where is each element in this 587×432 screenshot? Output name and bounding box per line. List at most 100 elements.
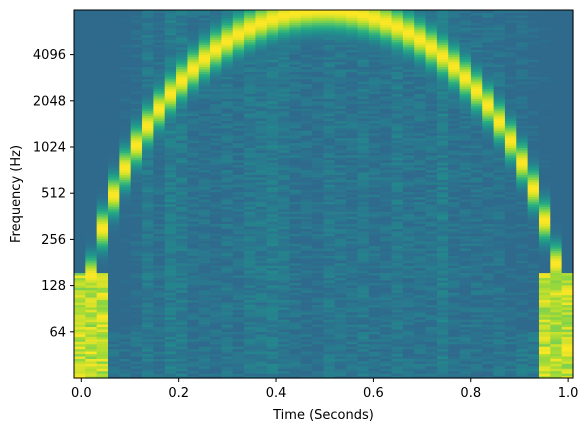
spectrogram-cell (323, 71, 336, 75)
spectrogram-cell (164, 49, 177, 53)
spectrogram-cell (368, 255, 381, 259)
spectrogram-cell (198, 140, 211, 144)
spectrogram-cell (391, 95, 404, 99)
spectrogram-cell (96, 243, 109, 247)
spectrogram-cell (346, 130, 359, 134)
spectrogram-cell (108, 44, 120, 48)
spectrogram-cell (368, 301, 381, 305)
spectrogram-cell (402, 171, 415, 175)
spectrogram-cell (380, 194, 393, 198)
spectrogram-cell (357, 176, 370, 180)
spectrogram-cell (244, 63, 257, 68)
spectrogram-cell (74, 130, 86, 134)
spectrogram-cell (368, 142, 381, 146)
spectrogram-cell (436, 132, 449, 136)
spectrogram-cell (85, 218, 98, 222)
spectrogram-cell (198, 365, 211, 369)
spectrogram-cell (153, 88, 166, 92)
spectrogram-cell (153, 132, 166, 136)
spectrogram-cell (323, 191, 336, 195)
spectrogram-cell (244, 324, 257, 328)
spectrogram-cell (312, 272, 325, 276)
spectrogram-cell (85, 211, 98, 215)
spectrogram-cell (142, 108, 154, 112)
spectrogram-cell (300, 265, 313, 269)
spectrogram-cell (74, 292, 86, 296)
spectrogram-cell (74, 270, 86, 274)
spectrogram-cell (436, 39, 449, 43)
spectrogram-cell (198, 167, 211, 171)
spectrogram-cell (130, 267, 143, 271)
spectrogram-cell (130, 186, 143, 190)
spectrogram-cell (142, 103, 154, 107)
spectrogram-cell (164, 243, 177, 247)
spectrogram-cell (334, 201, 347, 205)
spectrogram-cell (108, 51, 120, 55)
spectrogram-cell (187, 105, 200, 109)
spectrogram-cell (300, 140, 313, 144)
spectrogram-cell (334, 316, 347, 320)
spectrogram-cell (74, 245, 86, 249)
spectrogram-cell (334, 365, 347, 369)
spectrogram-cell (402, 292, 415, 296)
spectrogram-cell (414, 363, 427, 367)
spectrogram-cell (402, 105, 415, 109)
spectrogram-cell (391, 228, 404, 232)
spectrogram-cell (85, 206, 98, 210)
spectrogram-cell (289, 262, 302, 266)
spectrogram-cell (289, 83, 302, 87)
spectrogram-cell (198, 240, 211, 244)
spectrogram-cell (323, 284, 336, 288)
spectrogram-cell (425, 144, 438, 148)
spectrogram-cell (210, 375, 223, 379)
spectrogram-cell (312, 213, 325, 217)
spectrogram-cell (74, 61, 86, 65)
spectrogram-cell (323, 27, 336, 31)
spectrogram-cell (448, 368, 461, 372)
spectrogram-cell (130, 56, 143, 60)
spectrogram-cell (164, 73, 177, 77)
spectrogram-cell (210, 194, 223, 198)
spectrogram-cell (323, 358, 336, 362)
spectrogram-cell (164, 130, 177, 134)
spectrogram-cell (300, 314, 313, 318)
spectrogram-cell (187, 46, 200, 50)
spectrogram-cell (402, 108, 415, 112)
spectrogram-cell (402, 358, 415, 362)
spectrogram-cell (357, 370, 370, 374)
spectrogram-cell (119, 137, 132, 141)
spectrogram-cell (187, 95, 200, 99)
spectrogram-cell (380, 203, 393, 207)
spectrogram-cell (74, 238, 86, 242)
spectrogram-cell (119, 260, 132, 264)
spectrogram-cell (85, 115, 98, 119)
spectrogram-cell (357, 108, 370, 112)
spectrogram-cell (130, 144, 143, 148)
spectrogram-cell (85, 284, 98, 288)
spectrogram-cell (289, 191, 302, 195)
spectrogram-cell (357, 287, 370, 291)
spectrogram-cell (198, 127, 211, 131)
spectrogram-cell (153, 174, 166, 178)
spectrogram-cell (232, 189, 245, 193)
spectrogram-cell (300, 270, 313, 274)
spectrogram-cell (357, 360, 370, 364)
spectrogram-cell (244, 306, 257, 310)
spectrogram-cell (244, 152, 257, 156)
spectrogram-cell (278, 270, 291, 274)
spectrogram-cell (425, 184, 438, 188)
spectrogram-cell (119, 358, 132, 362)
spectrogram-cell (130, 83, 143, 87)
spectrogram-cell (119, 10, 132, 14)
spectrogram-cell (448, 326, 461, 330)
spectrogram-cell (255, 135, 268, 139)
spectrogram-cell (221, 157, 234, 161)
spectrogram-cell (221, 34, 234, 38)
spectrogram-cell (380, 216, 393, 220)
spectrogram-cell (255, 218, 268, 222)
spectrogram-cell (85, 262, 98, 266)
spectrogram-cell (187, 333, 200, 337)
spectrogram-cell (425, 274, 438, 279)
spectrogram-cell (96, 73, 109, 77)
spectrogram-cell (402, 10, 415, 14)
